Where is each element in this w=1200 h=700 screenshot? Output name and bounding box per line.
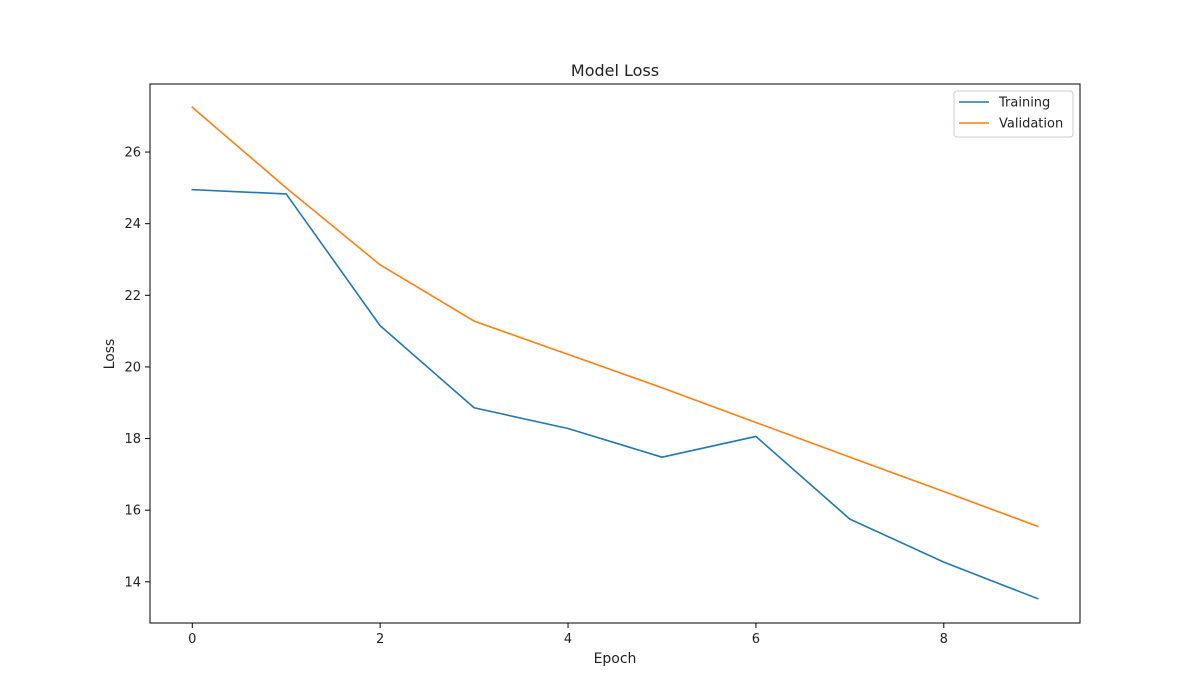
y-tick-label: 18 [124,432,141,447]
y-tick-label: 26 [124,146,141,161]
x-axis-label: Epoch [594,651,637,667]
x-tick-label: 6 [752,632,760,647]
y-axis-label: Loss [102,339,118,370]
y-tick-label: 16 [124,504,141,519]
legend: Training Validation [953,90,1074,138]
series-lines [191,106,1039,600]
y-tick-label: 22 [124,289,141,304]
x-tick-label: 2 [376,632,384,647]
x-tick-label: 4 [564,632,572,647]
plot-frame [149,83,1081,624]
chart-title: Model Loss [571,61,659,80]
y-tick-label: 24 [124,217,141,232]
series-line-training [191,188,1039,600]
x-tick-label: 8 [940,632,948,647]
series-line-validation [191,106,1039,528]
x-tick-label: 0 [188,632,196,647]
legend-label-validation: Validation [999,117,1063,132]
legend-label-training: Training [998,96,1050,111]
y-tick-label: 20 [124,360,141,375]
y-tick-label: 14 [124,575,141,590]
